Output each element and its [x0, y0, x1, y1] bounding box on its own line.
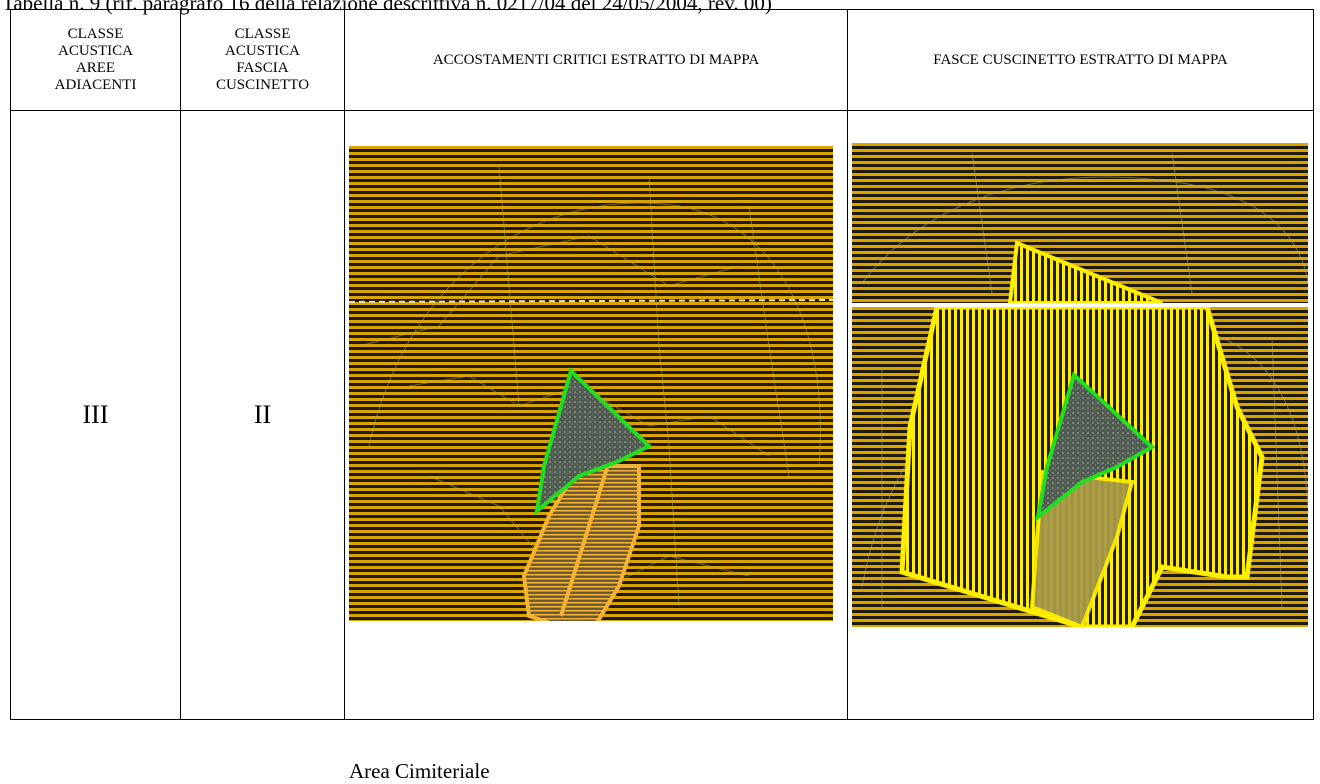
header-row: CLASSE ACUSTICA AREE ADIACENTI CLASSE AC…: [10, 9, 1314, 111]
header-line: CLASSE: [234, 26, 291, 42]
header-line: ACUSTICA: [224, 43, 300, 59]
header-line: ADIACENTI: [54, 77, 137, 93]
critical-map-image: [349, 146, 833, 621]
header-line: FASCIA: [236, 60, 289, 76]
classe-fascia-cuscinetto-value: II: [180, 110, 345, 720]
parcel-lines: [358, 165, 821, 607]
buffer-map-image-bottom: [852, 307, 1308, 627]
header-line: CUSCINETTO: [215, 77, 310, 93]
header-line: AREE: [75, 60, 116, 76]
section-divider: [349, 299, 833, 303]
buffer-zone-top: [1007, 240, 1163, 303]
header-line: CLASSE: [67, 26, 124, 42]
classe-aree-adiacenti-value: III: [10, 110, 181, 720]
map-label-area-cimiteriale: Area Cimiteriale: [349, 759, 490, 783]
header-line: ACUSTICA: [57, 43, 133, 59]
header-classe-acustica-aree-adiacenti: CLASSE ACUSTICA AREE ADIACENTI: [10, 9, 181, 111]
fasce-cuscinetto-map-cell: [847, 110, 1314, 720]
critical-zone-divider: [559, 467, 609, 617]
parcel-lines: [861, 152, 1308, 294]
header-fasce-cuscinetto: FASCE CUSCINETTO ESTRATTO DI MAPPA: [847, 9, 1314, 111]
acoustic-class-table: CLASSE ACUSTICA AREE ADIACENTI CLASSE AC…: [10, 9, 1314, 783]
cemetery-area: [1035, 371, 1156, 522]
header-classe-acustica-fascia-cuscinetto: CLASSE ACUSTICA FASCIA CUSCINETTO: [180, 9, 345, 111]
accostamenti-map-cell: Area Cimiteriale: [344, 110, 848, 783]
critical-buffer-zone: [1029, 469, 1135, 627]
cemetery-area: [534, 367, 653, 516]
buffer-map-image-top: [852, 143, 1308, 303]
header-accostamenti-critici: ACCOSTAMENTI CRITICI ESTRATTO DI MAPPA: [344, 9, 848, 111]
table-row: III II: [10, 110, 1314, 783]
